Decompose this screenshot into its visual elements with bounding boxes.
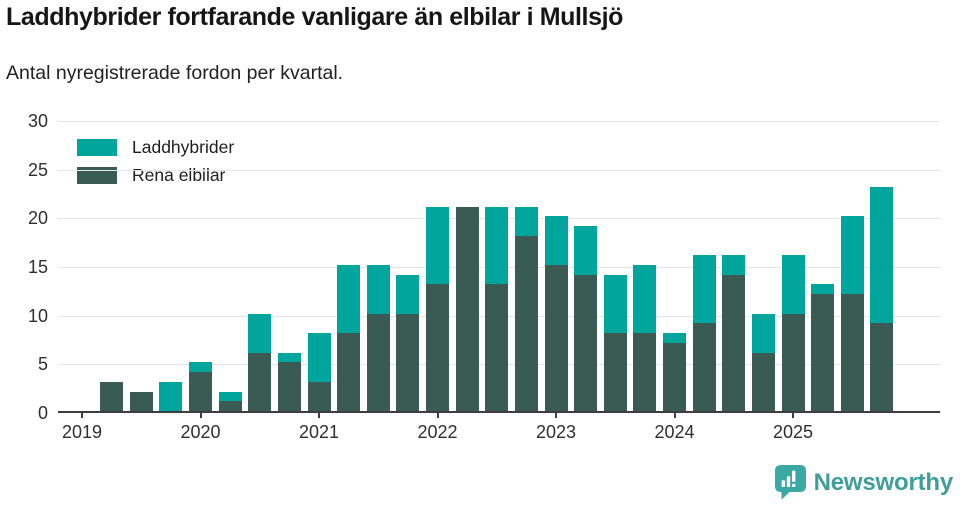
bar-2024-q4-laddhybrider <box>751 313 775 353</box>
x-axis-label-2025: 2025 <box>772 422 814 442</box>
y-axis-label-30: 30 <box>27 111 48 131</box>
bar-2021-q3-laddhybrider <box>366 265 390 314</box>
bar-2019-q3-rena-elbilar <box>129 391 153 411</box>
x-axis-label-2021: 2021 <box>298 422 340 442</box>
y-axis-label-10: 10 <box>27 305 48 326</box>
bar-2021-q2-laddhybrider <box>337 265 361 334</box>
newsworthy-logo[interactable]: Newsworthy <box>774 465 954 500</box>
bar-2021-q3-rena-elbilar <box>366 313 390 411</box>
bar-2021-q1-rena-elbilar <box>307 381 331 411</box>
bar-2025-q2-rena-elbilar <box>811 294 835 411</box>
x-axis-label-2019: 2019 <box>61 422 103 442</box>
bar-2021-q1-laddhybrider <box>307 333 331 382</box>
x-axis-tick-2021 <box>318 413 320 418</box>
gridline-y30 <box>58 121 940 122</box>
bar-2024-q3-laddhybrider <box>722 255 746 275</box>
bar-2023-q3-rena-elbilar <box>603 333 627 411</box>
x-axis-tick-2024 <box>673 413 676 418</box>
bar-2022-q1-laddhybrider <box>426 206 449 285</box>
x-axis-tick-2023 <box>555 413 557 418</box>
bar-2023-q3-laddhybrider <box>603 274 627 334</box>
bar-2020-q3-laddhybrider <box>248 313 272 353</box>
bar-2022-q4-rena-elbilar <box>514 235 538 411</box>
bar-2020-q2-rena-elbilar <box>218 401 242 411</box>
bar-2025-q4-laddhybrider <box>870 187 894 324</box>
bar-2021-q2-rena-elbilar <box>337 333 361 411</box>
legend-item-laddhybrider: Laddhybrider <box>77 138 234 156</box>
bar-2023-q4-laddhybrider <box>633 265 657 334</box>
bar-2025-q2-laddhybrider <box>811 284 835 295</box>
bar-2024-q4-rena-elbilar <box>751 352 775 411</box>
bar-2023-q2-laddhybrider <box>574 226 598 275</box>
y-axis-label-15: 15 <box>27 257 48 277</box>
bar-2022-q2-rena-elbilar <box>455 206 479 411</box>
y-axis-label-25: 25 <box>27 159 48 180</box>
bar-2020-q4-rena-elbilar <box>277 362 301 411</box>
chart-title: Laddhybrider fortfarande vanligare än el… <box>6 3 624 31</box>
bar-2024-q1-rena-elbilar <box>663 342 686 411</box>
bar-2019-q2-rena-elbilar <box>100 381 124 411</box>
gridline-y25 <box>58 169 940 171</box>
y-axis-label-20: 20 <box>27 208 48 229</box>
x-axis-label-2024: 2024 <box>654 422 695 442</box>
bar-2020-q1-rena-elbilar <box>189 372 212 411</box>
y-axis-label-5: 5 <box>37 354 48 375</box>
x-axis-tick-2019 <box>81 413 83 418</box>
bar-2022-q4-laddhybrider <box>514 206 538 236</box>
newsworthy-icon <box>774 465 806 500</box>
x-axis-tick-2022 <box>436 413 439 418</box>
bar-2024-q3-rena-elbilar <box>722 274 746 411</box>
x-axis-tick-2020 <box>199 413 202 418</box>
bar-2022-q1-rena-elbilar <box>426 284 449 411</box>
bar-2020-q3-rena-elbilar <box>248 352 272 411</box>
x-axis-label-2022: 2022 <box>417 422 458 442</box>
bar-2025-q1-rena-elbilar <box>781 313 805 411</box>
bar-2020-q2-laddhybrider <box>218 391 242 402</box>
x-axis-tick-2025 <box>792 413 794 418</box>
legend-label-laddhybrider: Laddhybrider <box>132 137 235 157</box>
x-axis-label-2020: 2020 <box>180 422 221 442</box>
bar-2021-q4-laddhybrider <box>396 274 420 314</box>
x-axis-label-2023: 2023 <box>535 422 577 442</box>
bar-2023-q1-laddhybrider <box>544 216 568 265</box>
legend-swatch-laddhybrider <box>77 138 117 156</box>
bar-2020-q4-laddhybrider <box>277 352 301 363</box>
bar-2021-q4-rena-elbilar <box>396 313 420 411</box>
bar-2024-q2-laddhybrider <box>692 255 716 324</box>
chart-subtitle: Antal nyregistrerade fordon per kvartal. <box>6 62 344 84</box>
bar-2023-q1-rena-elbilar <box>544 265 568 411</box>
legend-swatch-rena-elbilar <box>77 166 117 184</box>
bar-2023-q4-rena-elbilar <box>633 333 657 411</box>
bar-2024-q1-laddhybrider <box>663 333 686 343</box>
y-axis-label-0: 0 <box>37 403 48 423</box>
bar-2025-q4-rena-elbilar <box>870 323 894 411</box>
bar-2025-q3-rena-elbilar <box>840 294 864 411</box>
bar-2022-q3-laddhybrider <box>485 206 509 285</box>
bar-2023-q2-rena-elbilar <box>574 274 598 411</box>
bar-2025-q1-laddhybrider <box>781 255 805 314</box>
bar-2025-q3-laddhybrider <box>840 216 864 295</box>
legend: Laddhybrider Rena elbilar <box>77 138 234 194</box>
newsworthy-wordmark: Newsworthy <box>813 468 954 496</box>
plot-area: Laddhybrider Rena elbilar 0 5 10 15 20 25 30 20… <box>28 111 940 442</box>
bar-2024-q2-rena-elbilar <box>692 323 716 411</box>
x-axis-line <box>58 411 940 413</box>
bar-2019-q4-laddhybrider <box>159 381 183 411</box>
bar-2020-q1-laddhybrider <box>189 362 212 373</box>
bar-2022-q3-rena-elbilar <box>485 284 509 411</box>
